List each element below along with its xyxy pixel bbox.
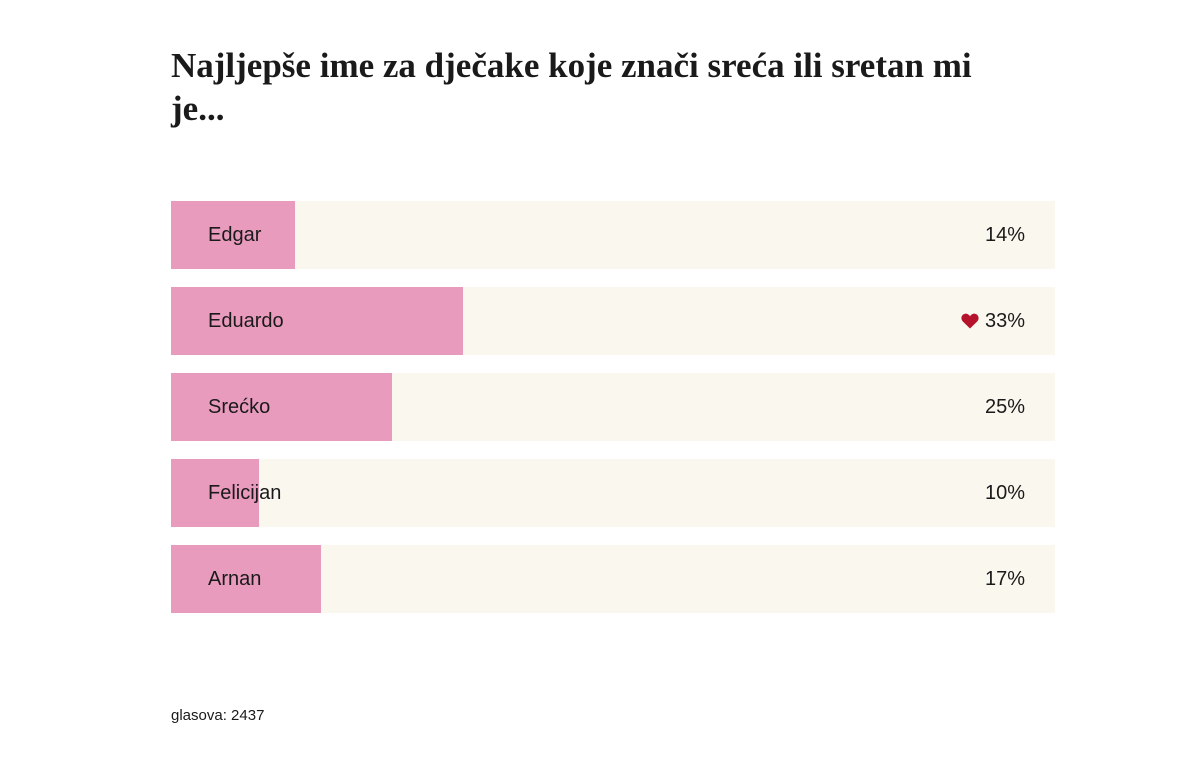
bar	[171, 545, 322, 613]
option-name: Srećko	[208, 396, 271, 418]
bar	[171, 373, 392, 441]
percent-label: 17%	[984, 568, 1025, 590]
percent-wrap: 10%	[985, 459, 1025, 527]
poll-options: Edgar 14% Eduardo 33% Srećko 25% Felicijan 10% A…	[171, 201, 1055, 631]
percent-label: 33%	[984, 310, 1025, 332]
percent-label: 14%	[984, 224, 1025, 246]
poll-option: Arnan 17%	[171, 545, 1055, 613]
poll-option: Srećko 25%	[171, 373, 1055, 441]
poll-option: Eduardo 33%	[171, 287, 1055, 355]
percent-wrap: 14%	[985, 201, 1025, 269]
percent-label: 10%	[984, 482, 1025, 504]
percent-wrap: 17%	[985, 545, 1025, 613]
option-name: Edgar	[208, 224, 262, 246]
percent-wrap: 25%	[985, 373, 1025, 441]
percent-label: 25%	[984, 396, 1025, 418]
bar	[171, 201, 295, 269]
percent-wrap: 33%	[961, 287, 1025, 355]
bar	[171, 287, 463, 355]
option-name: Eduardo	[208, 310, 284, 332]
heart-icon	[961, 313, 979, 329]
poll-option: Felicijan 10%	[171, 459, 1055, 527]
poll-option: Edgar 14%	[171, 201, 1055, 269]
option-name: Arnan	[208, 568, 262, 590]
vote-count: glasova: 2437	[171, 707, 265, 724]
poll-title: Najljepše ime za dječake koje znači sreć…	[171, 46, 972, 128]
bar	[171, 459, 260, 527]
option-name: Felicijan	[208, 482, 282, 504]
